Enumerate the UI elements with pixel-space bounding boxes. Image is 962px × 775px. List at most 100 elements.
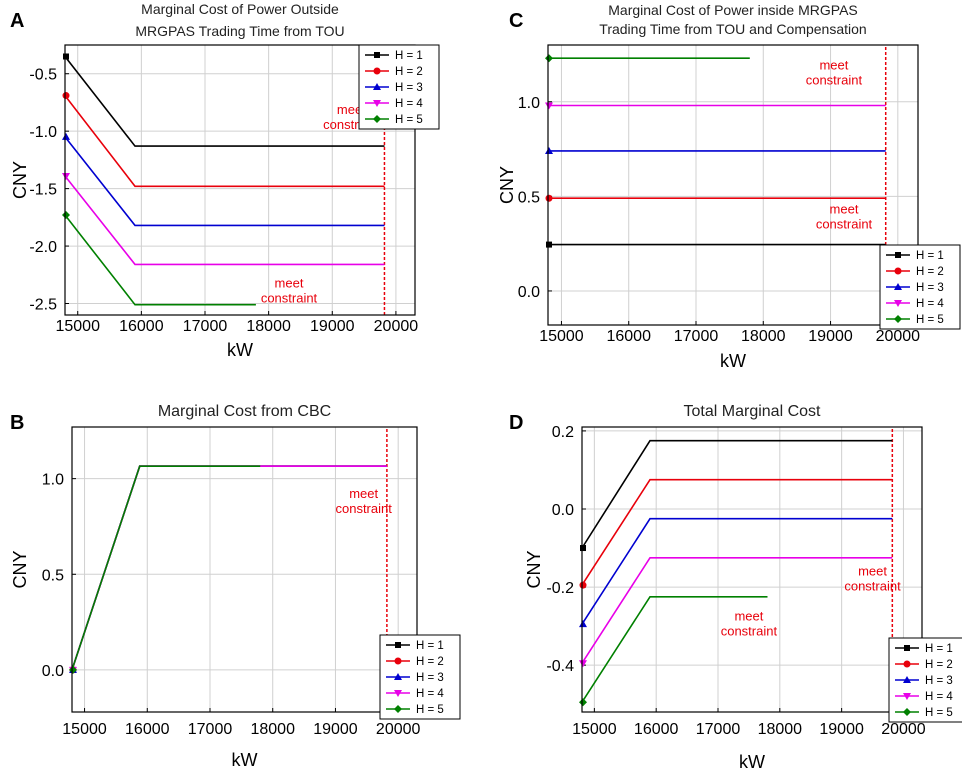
y-axis-label: CNY [524,550,544,588]
legend-marker-h1 [904,645,910,651]
y-axis-label: CNY [497,166,517,204]
data-point-h3 [545,146,553,154]
x-tick-label: 19000 [310,318,355,335]
y-tick-label: -2.5 [29,297,57,314]
panel-letter-c: C [509,10,524,32]
data-point-h3 [62,132,70,140]
annotation-meet-constraint: meet [830,201,859,216]
series-line-h2 [71,465,387,671]
x-tick-label: 15000 [539,328,584,345]
annotation-meet-constraint: constraint [721,623,778,638]
chart-panel-c: Marginal Cost of Power inside MRGPAS Trad… [497,2,961,371]
legend-marker-h1 [374,52,380,58]
data-point-h2 [579,581,587,589]
x-tick-label: 16000 [125,721,170,738]
x-tick-label: 19000 [808,328,853,345]
x-tick-label: 18000 [246,318,291,335]
x-tick-label: 20000 [881,721,926,738]
legend-label-h2: H = 2 [916,266,944,278]
legend-marker-h5 [373,115,381,123]
legend-marker-h4 [903,693,911,700]
x-tick-label: 16000 [119,318,164,335]
data-point-h2 [545,194,553,202]
legend-marker-h5 [894,315,902,323]
data-point-h2 [62,92,70,100]
panel-letter-a: A [10,10,25,32]
annotation-meet-constraint: meet [349,486,378,501]
chart-title: Marginal Cost of Power inside MRGPAS [608,2,858,18]
y-tick-label: 0.2 [552,424,574,441]
x-tick-label: 17000 [183,318,228,335]
x-axis-label: kW [720,351,746,371]
chart-title: MRGPAS Trading Time from TOU [135,23,344,39]
legend-label-h1: H = 1 [916,250,944,262]
x-tick-label: 18000 [250,721,295,738]
series-line-h3 [64,136,385,227]
x-tick-label: 17000 [188,721,233,738]
x-tick-label: 17000 [696,721,741,738]
series-line-h2 [64,95,385,188]
legend-marker-h2 [903,660,911,668]
legend-marker-h3 [394,673,402,680]
x-tick-label: 15000 [572,721,617,738]
legend-marker-h4 [373,100,381,107]
plot-frame [71,426,418,713]
y-tick-label: -0.5 [29,67,57,84]
series-line-h5 [71,465,261,671]
legend-label-h5: H = 5 [395,114,423,126]
x-tick-label: 20000 [376,721,421,738]
x-tick-label: 15000 [55,318,100,335]
data-point-h1 [546,241,552,248]
legend-label-h4: H = 4 [925,691,953,703]
x-tick-label: 15000 [62,721,107,738]
annotation-meet-constraint: constraint [844,578,901,593]
legend-label-h5: H = 5 [416,704,444,716]
panel-letter-b: B [10,412,25,434]
legend-label-h4: H = 4 [916,298,944,310]
data-point-h4 [62,172,70,180]
legend-label-h3: H = 3 [395,82,423,94]
data-point-h1 [580,545,586,552]
y-tick-label: 0.0 [518,284,540,301]
y-tick-label: 0.5 [42,567,64,584]
legend-label-h4: H = 4 [416,688,444,700]
legend-marker-h2 [373,67,381,75]
legend-label-h5: H = 5 [925,707,953,719]
legend-label-h4: H = 4 [395,98,423,110]
legend-label-h5: H = 5 [916,314,944,326]
annotation-meet-constraint: constraint [806,73,863,88]
annotation-meet-constraint: meet [734,608,763,623]
y-axis-label: CNY [10,161,30,199]
legend-label-h1: H = 1 [395,50,423,62]
legend-label-h2: H = 2 [925,659,953,671]
data-point-h1 [63,53,69,60]
y-axis-label: CNY [10,550,30,588]
x-axis-label: kW [232,750,258,770]
x-tick-label: 16000 [606,328,651,345]
y-tick-label: 0.0 [42,663,64,680]
chart-panel-d: Total Marginal Cost 15000 16000 17000 18000 1… [524,403,962,772]
x-tick-label: 18000 [758,721,803,738]
series-line-h3 [71,465,387,671]
legend-marker-h2 [894,267,902,275]
legend-marker-h2 [394,657,402,665]
y-tick-label: -2.0 [29,239,57,256]
legend-marker-h4 [894,300,902,307]
legend-marker-h1 [895,252,901,258]
x-tick-label: 17000 [674,328,719,345]
chart-title: Marginal Cost of Power Outside [141,1,339,17]
x-tick-label: 16000 [634,721,679,738]
legend-label-h1: H = 1 [925,643,953,655]
annotation-meet-constraint: constraint [335,501,392,516]
y-tick-label: -1.0 [29,124,57,141]
legend-label-h3: H = 3 [416,672,444,684]
series-line-h5 [64,214,256,306]
chart-panel-a: Marginal Cost of Power Outside MRGPAS Tra… [10,1,440,360]
data-point-h4 [545,102,553,110]
data-point-h5 [69,665,77,674]
x-tick-label: 20000 [876,328,921,345]
annotation-meet-constraint: constraint [816,216,873,231]
y-tick-label: 0.5 [518,189,540,206]
legend-marker-h4 [394,690,402,697]
